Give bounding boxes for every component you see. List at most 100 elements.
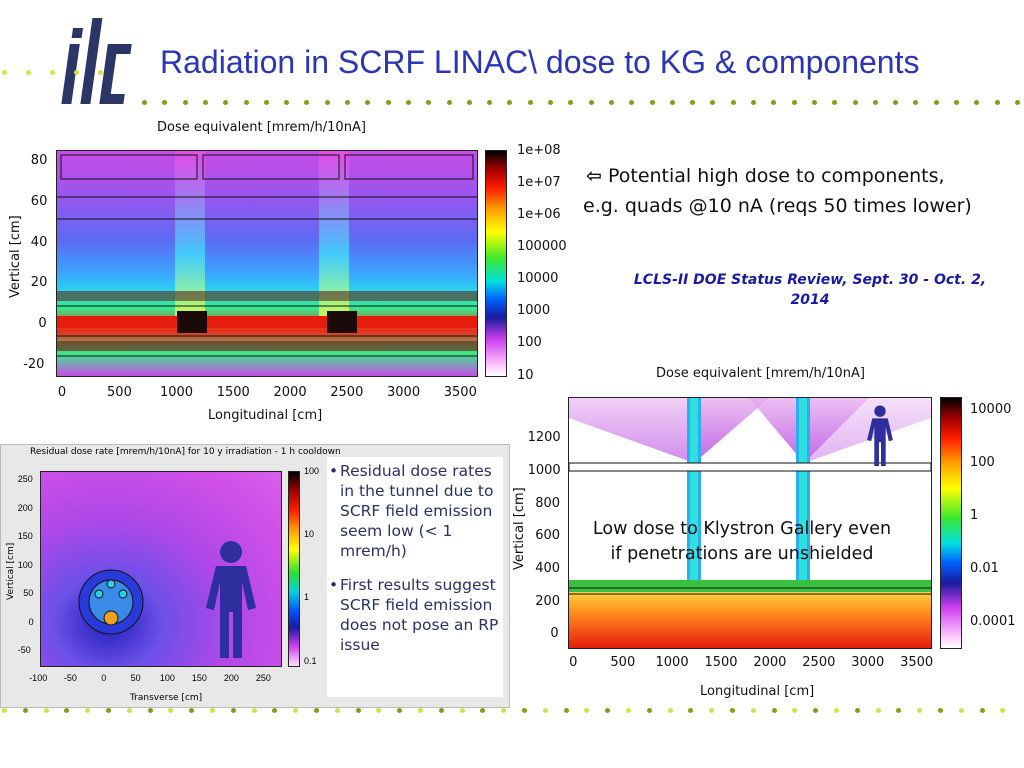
dot — [507, 100, 513, 105]
dot — [126, 708, 132, 713]
dot — [563, 708, 569, 713]
dot — [162, 100, 168, 105]
dot — [2, 708, 7, 713]
colorbar-tick-label: 0.0001 — [970, 613, 1016, 629]
x-tick-label: 3000 — [851, 655, 885, 670]
dot — [459, 708, 465, 713]
y-tick-label: -50 — [17, 645, 31, 656]
dot — [974, 100, 980, 105]
note-line-2: e.g. quads @10 nA (reqs 50 times lower) — [583, 195, 972, 217]
dot — [98, 70, 103, 75]
dot — [168, 708, 174, 713]
x-tick-label: 2000 — [753, 655, 787, 670]
dot — [466, 100, 472, 105]
dot — [446, 100, 452, 105]
x-tick-label: 500 — [107, 385, 132, 400]
chart2-title: Dose equivalent [mrem/h/10nA] — [656, 366, 865, 381]
dot — [397, 708, 403, 713]
chart1-title: Dose equivalent [mrem/h/10nA] — [157, 120, 366, 135]
person-icon — [206, 541, 256, 658]
dot — [50, 70, 55, 75]
dot — [487, 100, 493, 105]
chart2-colorbar — [940, 397, 962, 649]
dot — [365, 100, 371, 105]
dot — [85, 708, 91, 713]
x-tick-label: 1500 — [216, 385, 250, 400]
dot — [979, 708, 985, 713]
chart1-ylabel: Vertical [cm] — [8, 215, 23, 298]
colorbar-tick-label: 0.01 — [970, 560, 999, 576]
x-tick-label: 200 — [223, 673, 239, 683]
person-icon-kg — [867, 405, 893, 466]
dot — [730, 708, 735, 713]
x-tick-label: 250 — [255, 673, 271, 683]
dot — [791, 100, 797, 105]
dot — [1014, 100, 1020, 105]
chart2-xlabel: Longitudinal [cm] — [700, 684, 815, 699]
bullet-list: • Residual dose rates in the tunnel due t… — [327, 457, 503, 655]
kg-note: Low dose to Klystron Gallery even if pen… — [580, 517, 904, 567]
y-tick-label: 0 — [38, 316, 47, 332]
dot — [913, 100, 919, 105]
dot — [709, 708, 715, 713]
dot — [811, 100, 817, 105]
dot — [74, 70, 79, 75]
dot — [626, 708, 631, 713]
dot — [896, 708, 902, 713]
chart3-xlabel: Transverse [cm] — [130, 693, 203, 703]
dot — [832, 100, 838, 105]
dot — [142, 100, 147, 105]
chart3-ylabel: Vertical [cm] — [6, 542, 16, 600]
dot — [893, 100, 899, 105]
dot — [355, 708, 361, 713]
dot — [750, 708, 756, 713]
dot — [345, 100, 350, 105]
colorbar-tick-label: 1 — [304, 592, 310, 603]
dot — [304, 100, 310, 105]
x-tick-label: 3500 — [900, 655, 934, 670]
dot — [26, 70, 31, 75]
dot — [284, 100, 290, 105]
colorbar-tick-label: 10 — [304, 528, 315, 539]
dot — [568, 100, 574, 105]
review-citation: LCLS-II DOE Status Review, Sept. 30 - Oc… — [620, 272, 1000, 308]
ilc-logo: ilc — [61, 18, 132, 104]
dot — [875, 708, 881, 713]
dot — [334, 708, 340, 713]
y-tick-label: 0 — [28, 616, 34, 627]
x-tick-label: 1000 — [655, 655, 689, 670]
y-tick-label: 250 — [17, 474, 33, 485]
dot — [189, 708, 195, 713]
chart3-title: Residual dose rate [mrem/h/10nA] for 10 … — [30, 447, 341, 457]
dot — [106, 708, 111, 713]
dot — [43, 708, 49, 713]
dot — [522, 708, 527, 713]
dot — [688, 708, 694, 713]
dot — [527, 100, 533, 105]
dot — [629, 100, 635, 105]
dot — [933, 100, 939, 105]
dot — [938, 708, 943, 713]
dot — [649, 100, 655, 105]
x-tick-label: 1000 — [159, 385, 194, 400]
page-title: Radiation in SCRF LINAC\ dose to KG & co… — [160, 44, 920, 80]
dot — [792, 708, 798, 713]
dot — [710, 100, 716, 105]
bullet-item: • Residual dose rates in the tunnel due t… — [329, 462, 494, 560]
colorbar-tick-label: 1 — [970, 507, 979, 523]
dot — [501, 708, 507, 713]
x-tick-label: 3000 — [387, 385, 421, 400]
dot — [771, 100, 777, 105]
dot — [324, 100, 330, 105]
y-tick-label: 600 — [535, 528, 561, 544]
dot — [22, 708, 28, 713]
dot — [751, 100, 756, 105]
kg-note-line-1: Low dose to Klystron Gallery even — [592, 519, 892, 539]
colorbar-tick-label: 10000 — [970, 401, 1012, 417]
dot — [293, 708, 299, 713]
note-line-1: Potential high dose to components, — [607, 165, 945, 187]
x-tick-label: 150 — [191, 673, 207, 683]
x-tick-label: 0 — [569, 655, 578, 670]
potential-dose-note: ⇦ Potential high dose to components, — [586, 165, 945, 187]
review-line-1: LCLS-II DOE Status Review, Sept. 30 - Oc… — [633, 272, 987, 288]
